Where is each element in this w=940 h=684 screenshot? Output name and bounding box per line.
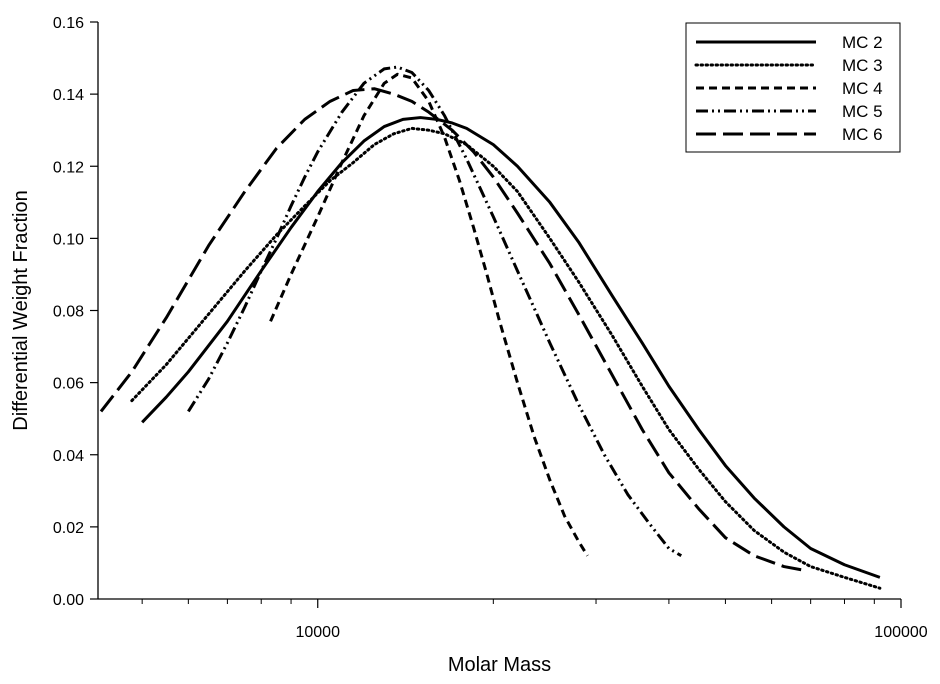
y-tick-label: 0.10 (53, 231, 84, 248)
y-tick-label: 0.00 (53, 592, 84, 609)
legend-label: MC 5 (842, 102, 883, 121)
plot-area: 0.00 0.02 0.04 0.06 0.08 0.10 0.12 0.14 0.16 100… (53, 15, 928, 641)
y-tick-label: 0.12 (53, 159, 84, 176)
y-tick-label: 0.08 (53, 304, 84, 321)
legend-label: MC 6 (842, 125, 883, 144)
legend: MC 2 MC 3 MC 4 MC 5 MC 6 (685, 22, 901, 153)
y-tick-label: 0.06 (53, 376, 84, 393)
legend-label: MC 3 (842, 56, 883, 75)
y-tick-label: 0.14 (53, 87, 84, 104)
series-line-mc-5 (187, 65, 683, 558)
x-axis-ticks: 10000 100000 (141, 599, 928, 641)
series-line-mc-2 (141, 116, 881, 579)
x-tick-label: 10000 (295, 624, 340, 641)
y-axis-ticks: 0.00 0.02 0.04 0.06 0.08 0.10 0.12 0.14 0.16 (53, 15, 98, 609)
series-lines (99, 65, 882, 590)
y-axis-title: Differential Weight Fraction (10, 190, 32, 430)
x-axis-title: Molar Mass (448, 654, 551, 676)
y-tick-label: 0.16 (53, 15, 84, 32)
legend-label: MC 4 (842, 79, 883, 98)
y-tick-label: 0.04 (53, 448, 84, 465)
y-tick-label: 0.02 (53, 520, 84, 537)
series-line-mc-3 (130, 126, 882, 590)
legend-label: MC 2 (842, 33, 883, 52)
x-tick-label: 100000 (874, 624, 927, 641)
series-line-mc-6 (99, 87, 804, 572)
series-line-mc-4 (269, 72, 589, 557)
